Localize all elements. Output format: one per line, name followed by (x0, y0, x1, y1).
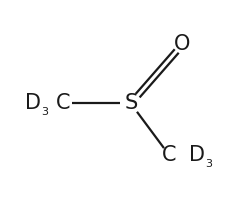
Text: O: O (174, 34, 191, 54)
Text: C: C (162, 145, 176, 165)
Text: S: S (124, 93, 137, 113)
Text: 3: 3 (205, 159, 212, 169)
Text: D: D (25, 93, 41, 113)
Text: D: D (189, 145, 205, 165)
Text: C: C (55, 93, 70, 113)
Text: 3: 3 (41, 107, 48, 117)
